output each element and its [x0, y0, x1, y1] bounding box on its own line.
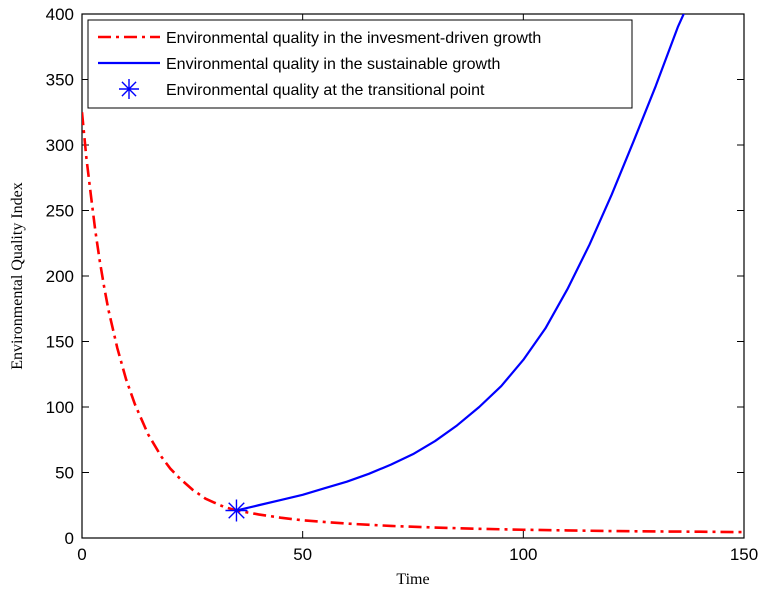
x-axis-label: Time [396, 571, 429, 588]
x-tick-label: 100 [509, 545, 537, 564]
legend-box [87, 19, 633, 109]
y-tick-label: 300 [46, 136, 74, 155]
legend-entry-label: Environmental quality in the sustainable… [166, 56, 500, 73]
x-tick-label: 150 [730, 545, 758, 564]
y-axis-label: Environmental Quality Index [9, 182, 26, 370]
legend: Environmental quality in the invesment-d… [87, 19, 633, 109]
y-tick-label: 150 [46, 333, 74, 352]
legend-entry-label: Environmental quality in the invesment-d… [166, 30, 541, 47]
y-tick-label: 250 [46, 202, 74, 221]
y-tick-label: 0 [65, 529, 74, 548]
series-line-0 [82, 112, 744, 534]
ticks-group: 0 50 100 150 0 50 100 150 200 250 300 350 400 [46, 5, 759, 564]
legend-swatch-2 [119, 79, 139, 99]
y-tick-label: 100 [46, 398, 74, 417]
series-group [82, 14, 744, 534]
x-tick-label: 50 [293, 545, 312, 564]
legend-entry-label: Environmental quality at the transitiona… [166, 82, 485, 99]
x-tick-label: 0 [77, 545, 86, 564]
y-tick-label: 50 [55, 464, 74, 483]
series-line-1 [236, 14, 685, 512]
y-tick-label: 200 [46, 267, 74, 286]
y-tick-label: 350 [46, 71, 74, 90]
transition-point-marker [225, 499, 248, 522]
y-tick-label: 400 [46, 5, 74, 24]
